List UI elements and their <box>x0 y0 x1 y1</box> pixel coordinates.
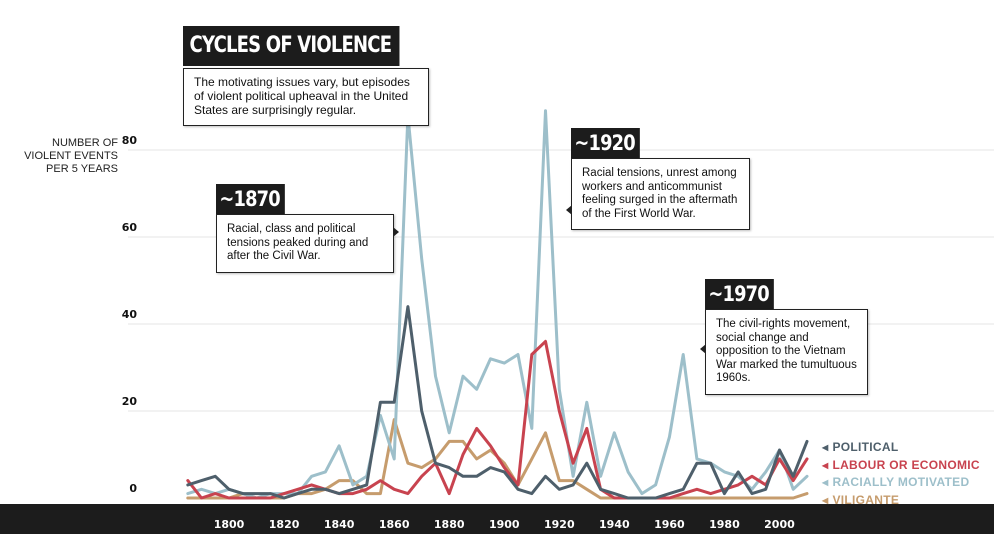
legend-item-labour: ◀ LABOUR OR ECONOMIC <box>822 457 980 475</box>
legend-pointer-icon: ◀ <box>822 478 829 487</box>
legend-item-vigilante: ◀ VILIGANTE <box>822 492 980 510</box>
x-axis-bar: 1800 1820 1840 1860 1880 1900 1920 1940 1960 1980… <box>0 504 994 534</box>
x-tick-label: 1880 <box>434 518 465 531</box>
annotation-1920-note: Racial tensions, unrest among workers an… <box>566 158 750 230</box>
legend-pointer-icon: ◀ <box>822 460 829 470</box>
legend-label: LABOUR OR ECONOMIC <box>832 457 980 472</box>
x-tick-label: 1900 <box>489 518 520 531</box>
legend-item-racial: ◀ RACIALLY MOTIVATED <box>822 474 980 492</box>
pointer-right-icon <box>393 227 399 237</box>
x-tick-label: 1940 <box>599 518 630 531</box>
y-tick-label: 80 <box>122 134 138 147</box>
x-tick-label: 1980 <box>709 518 740 531</box>
x-tick-label: 1840 <box>324 518 355 531</box>
x-tick-labels: 1800 1820 1840 1860 1880 1900 1920 1940 1960 1980… <box>214 518 795 531</box>
intro-text: The motivating issues vary, but episodes… <box>183 68 429 126</box>
x-tick-label: 1920 <box>544 518 575 531</box>
y-tick-label: 40 <box>122 308 138 321</box>
legend-label: RACIALLY MOTIVATED <box>832 475 970 489</box>
legend-label: POLITICAL <box>832 440 899 454</box>
legend-label: VILIGANTE <box>832 492 900 507</box>
annotation-1920-text: Racial tensions, unrest among workers an… <box>582 167 738 220</box>
y-tick-label: 60 <box>122 221 138 234</box>
annotation-1870-tag: ~1870 <box>216 184 285 214</box>
series-line-political <box>186 305 809 500</box>
pointer-left-icon <box>700 344 706 354</box>
series-lines <box>186 109 809 500</box>
x-tick-label: 1860 <box>379 518 410 531</box>
legend-pointer-icon: ◀ <box>822 443 829 452</box>
series-line-labour-or-economic <box>186 339 809 500</box>
x-tick-label: 1820 <box>269 518 300 531</box>
chart-title: CYCLES OF VIOLENCE <box>183 26 400 66</box>
legend-pointer-icon: ◀ <box>822 495 829 505</box>
pointer-left-icon <box>566 205 572 215</box>
annotation-1870-text: Racial, class and political tensions pea… <box>227 223 369 262</box>
y-axis-label: NUMBER OF VIOLENT EVENTS PER 5 YEARS <box>24 137 118 175</box>
x-tick-label: 1800 <box>214 518 245 531</box>
legend: ◀ POLITICAL ◀ LABOUR OR ECONOMIC ◀ RACIALLY… <box>822 439 980 509</box>
annotation-1920-tag: ~1920 <box>571 128 640 158</box>
y-tick-label: 0 <box>129 482 137 495</box>
series-line-racially-motivated <box>186 109 809 500</box>
x-tick-label: 2000 <box>764 518 795 531</box>
legend-item-political: ◀ POLITICAL <box>822 439 980 457</box>
x-tick-label: 1960 <box>654 518 685 531</box>
y-tick-label: 20 <box>122 395 138 408</box>
annotation-1870-note: Racial, class and political tensions pea… <box>216 214 399 273</box>
annotation-1970-text: The civil-rights movement, social change… <box>716 318 857 384</box>
annotation-1970-tag: ~1970 <box>705 279 774 309</box>
annotation-1970-note: The civil-rights movement, social change… <box>700 309 868 395</box>
y-tick-labels: 0 20 40 60 80 <box>122 134 138 495</box>
